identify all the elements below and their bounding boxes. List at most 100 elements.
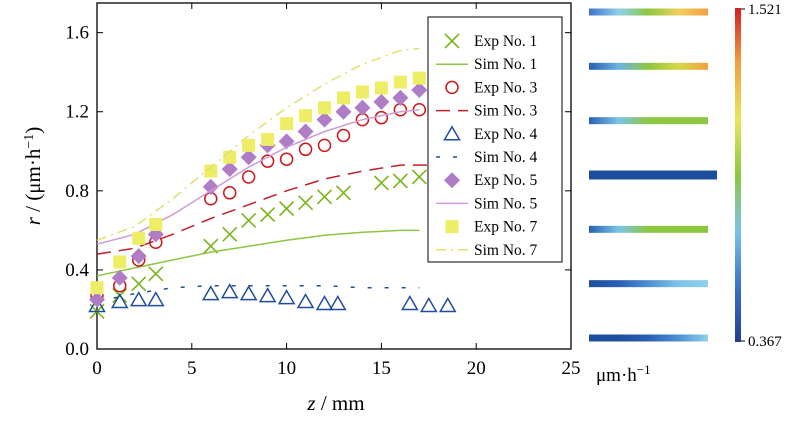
x-stroke (316, 189, 333, 205)
exp-no-4-point (401, 295, 419, 311)
exp-no-4-point (420, 297, 438, 313)
x-tick-label: 15 (372, 358, 391, 379)
x-stroke (260, 206, 276, 223)
x-stroke (373, 175, 389, 191)
legend-swatch-exp-no-7 (445, 220, 459, 234)
exp-no-1-point (131, 276, 147, 292)
side-bars (589, 8, 717, 342)
x-stroke (335, 185, 352, 201)
series-layer (88, 47, 457, 319)
exp-no-1-point (222, 226, 238, 242)
x-tick-label: 10 (277, 358, 296, 379)
side-bar (589, 280, 708, 288)
exp-no-4-point (258, 287, 277, 303)
side-bar (589, 117, 708, 125)
x-stroke (444, 33, 460, 49)
legend-swatch-exp-no-1 (444, 33, 460, 49)
x-stroke (203, 238, 219, 254)
exp-no-5-markers (89, 81, 428, 308)
exp-no-7-point (318, 101, 332, 115)
exp-no-7-point (204, 164, 218, 178)
exp-no-3-point (374, 110, 389, 125)
legend-label-exp-no-1: Exp No. 1 (474, 33, 537, 50)
x-stroke (411, 169, 427, 185)
exp-no-5-point (202, 178, 219, 195)
x-tick-label: 20 (467, 358, 486, 379)
legend-label-exp-no-3: Exp No. 3 (474, 79, 538, 96)
y-tick-label: 1.6 (65, 23, 89, 44)
y-axis-label: r / (μm·h−1) (21, 127, 45, 226)
legend-swatch-exp-no-3 (445, 80, 459, 95)
exp-no-7-point (393, 75, 407, 89)
exp-no-5-point (221, 161, 238, 178)
exp-no-4-point (88, 297, 106, 313)
colorbar (735, 8, 741, 342)
x-stroke (222, 226, 238, 242)
exp-no-5-point (335, 103, 352, 120)
legend-swatch-exp-no-4 (443, 125, 461, 141)
exp-no-5-point (373, 93, 390, 110)
side-bar (589, 334, 708, 342)
legend: Exp No. 1 Sim No. 1 Exp No. 3 Sim No. 3 Exp … (436, 33, 538, 259)
exp-no-3-point (298, 142, 313, 157)
exp-no-5-point (392, 89, 409, 106)
side-bar (589, 225, 708, 233)
exp-no-4-point (129, 291, 148, 307)
axis-ticks: 0 5 10 15 20 25 0.0 0.4 0.8 1.2 1.6 (65, 3, 581, 379)
exp-no-4-point (296, 293, 315, 309)
y-tick-label: 0.0 (65, 339, 89, 360)
x-tick-label: 5 (187, 358, 197, 379)
exp-no-4-point (201, 285, 220, 301)
exp-no-7-point (261, 132, 275, 146)
legend-label-exp-no-5: Exp No. 5 (474, 172, 538, 189)
legend-label-sim-no-3: Sim No. 3 (474, 103, 538, 120)
exp-no-4-point (220, 283, 239, 299)
x-stroke (279, 201, 295, 217)
exp-no-5-point (111, 269, 128, 286)
exp-no-3-point (222, 186, 237, 200)
exp-no-7-point (223, 150, 237, 164)
exp-no-7-point (355, 85, 369, 99)
exp-no-1-point (335, 185, 352, 201)
legend-label-sim-no-7: Sim No. 7 (474, 242, 538, 259)
exp-no-7-point (90, 281, 104, 295)
exp-no-5-point (316, 111, 333, 128)
side-bar (589, 62, 708, 70)
exp-no-1-point (148, 266, 164, 282)
exp-no-1-point (411, 169, 427, 185)
exp-no-5-point (130, 248, 147, 265)
x-tick-label: 0 (92, 358, 102, 379)
exp-no-4-point (438, 297, 457, 313)
exp-no-5-point (89, 291, 105, 308)
x-stroke (392, 173, 408, 189)
exp-no-5-point (411, 81, 428, 98)
exp-no-5-point (354, 99, 371, 116)
exp-no-4-point (328, 295, 347, 311)
exp-no-4-point (277, 289, 296, 305)
exp-no-7-point (132, 231, 146, 245)
colorbar-max-label: 1.521 (748, 2, 782, 18)
exp-no-7-markers (90, 71, 426, 295)
exp-no-7-point (374, 81, 388, 95)
exp-no-3-point (317, 138, 332, 153)
exp-no-7-point (242, 138, 256, 152)
legend-label-exp-no-4: Exp No. 4 (474, 126, 538, 143)
exp-no-4-point (239, 285, 258, 301)
x-stroke (131, 276, 147, 292)
legend-swatch-exp-no-5 (444, 172, 460, 189)
exp-no-4-markers (88, 283, 457, 313)
legend-label-sim-no-1: Sim No. 1 (474, 56, 537, 73)
legend-label-sim-no-4: Sim No. 4 (474, 149, 538, 166)
plot-frame (96, 2, 572, 350)
exp-no-7-point (299, 109, 313, 123)
y-tick-label: 1.2 (65, 102, 89, 123)
exp-no-7-point (113, 255, 127, 269)
exp-no-5-point (297, 123, 314, 140)
exp-no-7-point (149, 217, 163, 231)
x-stroke (297, 195, 314, 211)
x-tick-label: 25 (562, 358, 581, 379)
exp-no-7-point (336, 91, 350, 105)
side-unit-label: μm·h−1 (596, 362, 651, 387)
sim-no-1-line (96, 229, 420, 277)
